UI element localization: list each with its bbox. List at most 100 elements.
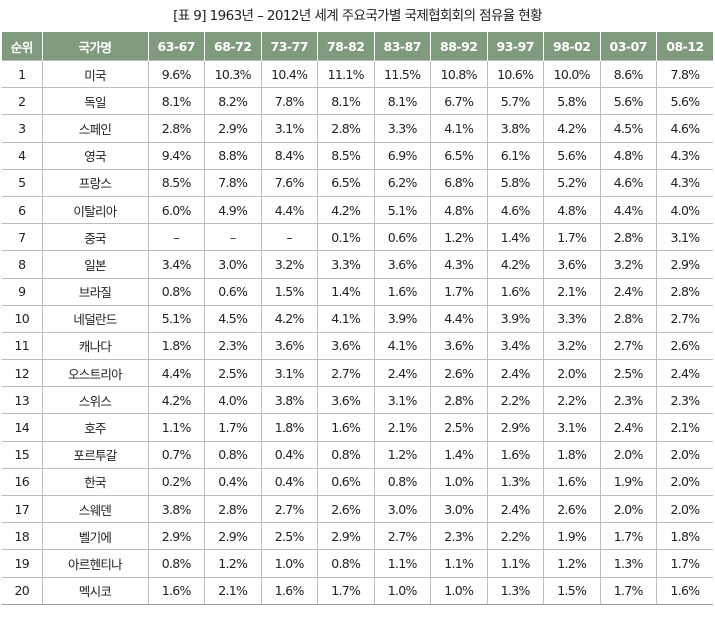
share-value-cell: 3.1% (260, 359, 318, 388)
share-value-cell: 4.0% (204, 386, 262, 415)
table-row: 12 오스트리아 4.4% 2.5% 3.1% 2.7% 2.4% 2.6% 2.4% 2.0% 2… (2, 359, 713, 388)
table-row: 18 벨기에 2.9% 2.9% 2.5% 2.9% 2.7% 2.3% 2.2% 1.9% 1.7… (2, 522, 713, 551)
share-value-cell: 1.6% (373, 277, 431, 306)
share-value-cell: 3.1% (373, 386, 431, 415)
share-value-cell: 2.9% (204, 114, 262, 143)
share-value-cell: 9.6% (147, 59, 205, 89)
header-period: 98-02 (543, 32, 601, 61)
share-value-cell: 1.6% (317, 413, 375, 442)
share-value-cell: 10.6% (486, 59, 544, 89)
share-value-cell: 4.5% (599, 114, 657, 143)
country-cell: 벨기에 (41, 522, 149, 551)
table-row: 5 프랑스 8.5% 7.8% 7.6% 6.5% 6.2% 6.8% 5.8% 5.2% 4.6%… (2, 168, 713, 197)
share-value-cell: 4.2% (317, 195, 375, 225)
share-value-cell: 4.9% (204, 195, 262, 225)
share-value-cell: 2.1% (543, 277, 601, 306)
country-cell: 미국 (41, 59, 149, 89)
share-value-cell: 3.6% (317, 331, 375, 361)
share-value-cell: 1.5% (543, 576, 601, 605)
table-row: 17 스웨덴 3.8% 2.8% 2.7% 2.6% 3.0% 3.0% 2.4% 2.6% 2.0… (2, 494, 713, 524)
share-value-cell: 2.0% (599, 440, 657, 469)
share-value-cell: 3.1% (260, 114, 318, 143)
share-value-cell: 1.2% (204, 549, 262, 578)
share-value-cell: 10.0% (543, 59, 601, 89)
share-value-cell: 2.8% (656, 277, 713, 306)
rank-cell: 15 (2, 440, 43, 469)
country-cell: 스웨덴 (41, 494, 149, 524)
share-value-cell: 4.6% (486, 195, 544, 225)
share-value-cell: 1.3% (486, 576, 544, 605)
header-period: 78-82 (317, 32, 375, 61)
rank-cell: 4 (2, 141, 43, 170)
share-value-cell: 11.5% (373, 59, 431, 89)
share-value-cell: 10.4% (260, 59, 318, 89)
share-value-cell: 0.6% (204, 277, 262, 306)
share-value-cell: 1.4% (430, 440, 488, 469)
share-value-cell: 7.8% (204, 168, 262, 197)
share-value-cell: 2.7% (599, 331, 657, 361)
rank-cell: 10 (2, 304, 43, 333)
country-cell: 캐나다 (41, 331, 149, 361)
rank-cell: 6 (2, 195, 43, 225)
share-value-cell: 1.8% (147, 331, 205, 361)
table-body: 1 미국 9.6% 10.3% 10.4% 11.1% 11.5% 10.8% 10.6% 10.… (2, 59, 713, 605)
table-row: 6 이탈리아 6.0% 4.9% 4.4% 4.2% 5.1% 4.8% 4.6% 4.8% 4.4… (2, 195, 713, 225)
country-cell: 일본 (41, 250, 149, 279)
share-value-cell: 0.8% (147, 277, 205, 306)
share-value-cell: 2.0% (656, 494, 713, 524)
share-value-cell: 2.6% (317, 494, 375, 524)
share-value-cell: 0.2% (147, 467, 205, 497)
share-value-cell: 2.3% (656, 386, 713, 415)
share-value-cell: 2.8% (599, 304, 657, 333)
share-value-cell: 2.7% (317, 359, 375, 388)
table-row: 3 스페인 2.8% 2.9% 3.1% 2.8% 3.3% 4.1% 3.8% 4.2% 4.5%… (2, 114, 713, 143)
share-value-cell: 2.0% (656, 440, 713, 469)
share-value-cell: 2.1% (656, 413, 713, 442)
table-row: 15 포르투갈 0.7% 0.8% 0.4% 0.8% 1.2% 1.4% 1.6% 1.8% 2.… (2, 440, 713, 469)
share-value-cell: 5.6% (656, 87, 713, 116)
share-value-cell: 3.2% (260, 250, 318, 279)
country-cell: 한국 (41, 467, 149, 497)
header-period: 83-87 (373, 32, 431, 61)
share-value-cell: 5.1% (373, 195, 431, 225)
country-cell: 스페인 (41, 114, 149, 143)
share-value-cell: 1.2% (430, 223, 488, 252)
rank-cell: 9 (2, 277, 43, 306)
share-value-cell: – (147, 223, 205, 252)
share-value-cell: 1.7% (543, 223, 601, 252)
share-value-cell: 2.4% (599, 413, 657, 442)
table-row: 13 스위스 4.2% 4.0% 3.8% 3.6% 3.1% 2.8% 2.2% 2.2% 2.3… (2, 386, 713, 415)
share-value-cell: 10.3% (204, 59, 262, 89)
share-value-cell: 1.7% (204, 413, 262, 442)
share-value-cell: 10.8% (430, 59, 488, 89)
country-cell: 독일 (41, 87, 149, 116)
rank-cell: 5 (2, 168, 43, 197)
share-value-cell: 2.0% (599, 494, 657, 524)
share-value-cell: 2.1% (204, 576, 262, 605)
share-value-cell: 2.7% (260, 494, 318, 524)
country-cell: 아르헨티나 (41, 549, 149, 578)
share-value-cell: 3.1% (656, 223, 713, 252)
share-value-cell: 3.9% (373, 304, 431, 333)
header-period: 88-92 (430, 32, 488, 61)
share-value-cell: 2.0% (543, 359, 601, 388)
share-value-cell: 1.5% (260, 277, 318, 306)
share-value-cell: 8.1% (317, 87, 375, 116)
header-period: 93-97 (486, 32, 544, 61)
share-value-cell: 8.1% (373, 87, 431, 116)
share-value-cell: 5.1% (147, 304, 205, 333)
share-value-cell: 3.2% (599, 250, 657, 279)
share-value-cell: – (260, 223, 318, 252)
share-value-cell: – (204, 223, 262, 252)
share-value-cell: 4.2% (147, 386, 205, 415)
share-value-cell: 5.7% (486, 87, 544, 116)
share-value-cell: 0.6% (317, 467, 375, 497)
share-value-cell: 3.0% (430, 494, 488, 524)
share-value-cell: 0.8% (204, 440, 262, 469)
country-cell: 이탈리아 (41, 195, 149, 225)
share-value-cell: 3.6% (260, 331, 318, 361)
share-value-cell: 0.8% (317, 549, 375, 578)
share-value-cell: 2.5% (204, 359, 262, 388)
table-row: 19 아르헨티나 0.8% 1.2% 1.0% 0.8% 1.1% 1.1% 1.1% 1.2% 1… (2, 549, 713, 578)
rank-cell: 20 (2, 576, 43, 605)
